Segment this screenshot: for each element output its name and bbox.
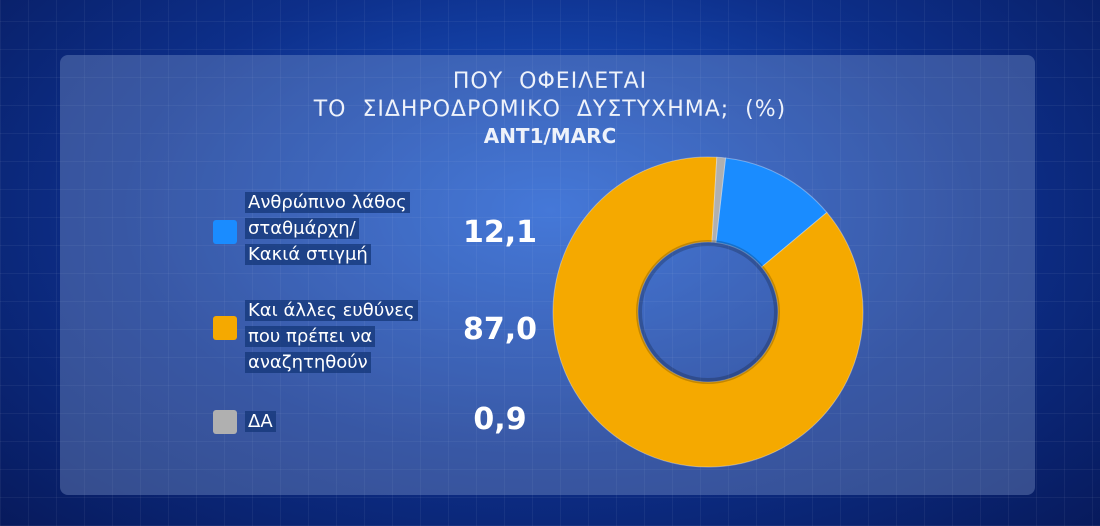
chart-title: ΠΟΥ ΟΦΕΙΛΕΤΑΙ ΤΟ ΣΙΔΗΡΟΔΡΟΜΙΚΟ ΔΥΣΤΥΧΗΜΑ… — [313, 69, 787, 122]
donut-slice — [715, 157, 828, 268]
value-label: 12,1 — [462, 215, 538, 250]
donut-hole — [636, 240, 780, 384]
legend-text: Και άλλες ευθύνες που πρέπει να αναζητηθ… — [245, 300, 418, 373]
donut-slice — [711, 156, 727, 244]
legend-text: Ανθρώπινο λάθος σταθμάρχη/ Κακιά στιγμή — [245, 192, 410, 265]
value-label: 0,9 — [473, 402, 527, 437]
legend-text: ΔΑ — [245, 411, 276, 432]
legend-label: ΔΑ — [245, 409, 475, 435]
legend-label: Ανθρώπινο λάθος σταθμάρχη/ Κακιά στιγμή — [245, 190, 475, 268]
value-label: 87,0 — [462, 312, 538, 347]
legend-swatch — [213, 316, 237, 340]
donut-slice — [552, 156, 864, 468]
legend-swatch — [213, 410, 237, 434]
chart-subtitle: ANT1/MARC — [483, 124, 617, 148]
legend-swatch — [213, 220, 237, 244]
legend-label: Και άλλες ευθύνες που πρέπει να αναζητηθ… — [245, 298, 475, 376]
